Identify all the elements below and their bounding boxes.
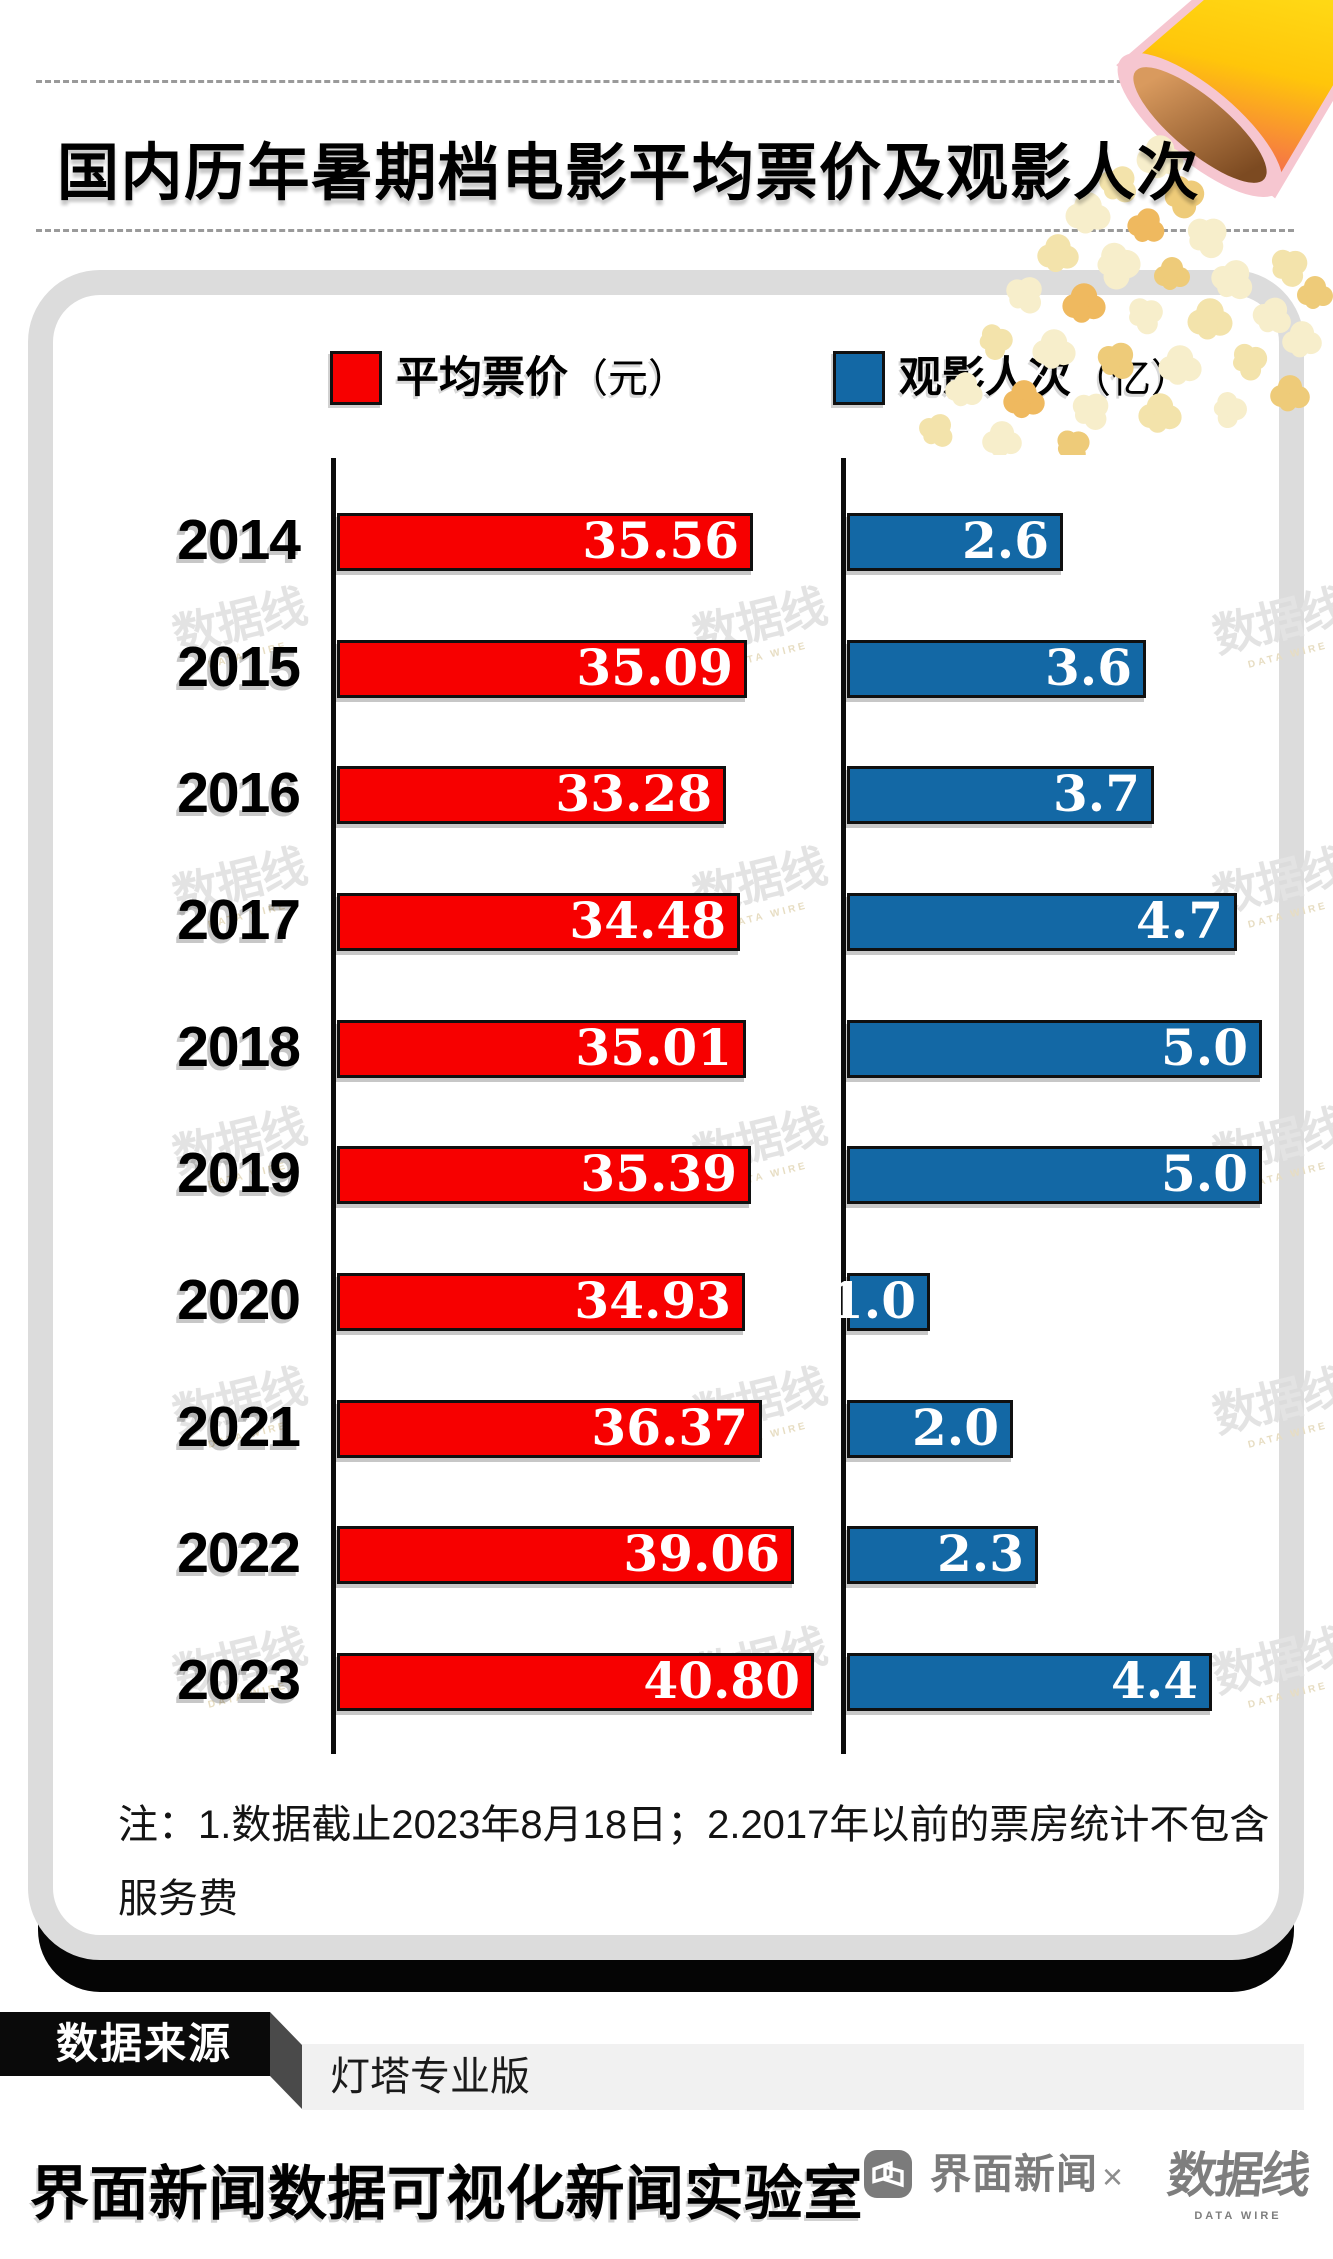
count-value-2021: 2.0 xyxy=(912,1397,999,1457)
data-wire-logo: 数据线 DATA WIRE xyxy=(1165,2136,1312,2222)
price-bar-2017: 34.48 xyxy=(337,893,740,951)
count-bar-2016: 3.7 xyxy=(847,764,1154,825)
data-source-label: 数据来源 xyxy=(56,2020,233,2067)
year-label-2019: 2019 xyxy=(177,1141,301,1206)
legend-swatch-count xyxy=(833,351,885,405)
legend-price-unit: （元） xyxy=(568,357,688,401)
legend-label-price: 平均票价（元） xyxy=(396,351,688,405)
year-label-2018: 2018 xyxy=(177,1014,301,1079)
count-bar-2018: 5.0 xyxy=(847,1017,1262,1078)
count-bar-2021: 2.0 xyxy=(847,1397,1013,1458)
year-label-2023: 2023 xyxy=(177,1648,301,1713)
price-value-2021: 36.37 xyxy=(591,1397,748,1457)
price-value-2020: 34.93 xyxy=(574,1271,731,1331)
count-bar-2019: 5.0 xyxy=(847,1144,1262,1205)
price-axis-line xyxy=(331,458,336,1754)
legend-price-text: 平均票价 xyxy=(396,354,568,402)
price-value-2017: 34.48 xyxy=(569,891,726,950)
data-source-band: 灯塔专业版 xyxy=(302,2044,1304,2110)
price-bar-2021: 36.37 xyxy=(337,1397,762,1458)
price-bar-2022: 39.06 xyxy=(337,1524,794,1585)
year-label-2021: 2021 xyxy=(177,1394,301,1459)
count-value-2016: 3.7 xyxy=(1053,764,1140,824)
count-value-2015: 3.6 xyxy=(1045,637,1132,697)
price-bar-2018: 35.01 xyxy=(337,1017,746,1078)
count-bar-2023: 4.4 xyxy=(847,1651,1212,1712)
count-bar-2015: 3.6 xyxy=(847,637,1146,698)
data-source-value: 灯塔专业版 xyxy=(330,2055,530,2099)
footnote: 注：1.数据截止2023年8月18日；2.2017年以前的票房统计不包含服务费 xyxy=(118,1803,1270,1921)
price-bar-2016: 33.28 xyxy=(337,764,726,825)
price-value-2018: 35.01 xyxy=(575,1017,732,1077)
count-axis-line xyxy=(841,458,846,1754)
data-wire-subtext: DATA WIRE xyxy=(1194,2210,1282,2222)
legend-label-count: 观影人次（亿） xyxy=(899,351,1191,405)
year-label-2022: 2022 xyxy=(177,1521,301,1586)
year-label-2016: 2016 xyxy=(177,761,301,826)
count-value-2019: 5.0 xyxy=(1161,1144,1248,1204)
footer-title: 界面新闻数据可视化新闻实验室 xyxy=(30,2161,864,2227)
price-bar-2019: 35.39 xyxy=(337,1144,751,1205)
legend-swatch-price xyxy=(330,351,382,405)
price-value-2019: 35.39 xyxy=(580,1144,737,1204)
price-bar-2020: 34.93 xyxy=(337,1271,745,1332)
jiemian-news-icon xyxy=(864,2150,912,2198)
data-source-ribbon-fold xyxy=(270,2012,302,2109)
price-value-2016: 33.28 xyxy=(555,764,712,824)
price-bar-2023: 40.80 xyxy=(337,1651,814,1712)
price-bar-2014: 35.56 xyxy=(337,513,753,571)
count-bar-2014: 2.6 xyxy=(847,513,1063,571)
count-value-2020: 1.0 xyxy=(829,1271,916,1331)
year-label-2014: 2014 xyxy=(177,508,301,572)
page-title: 国内历年暑期档电影平均票价及观影人次 xyxy=(57,139,1201,208)
count-bar-2022: 2.3 xyxy=(847,1524,1038,1585)
count-bar-2017: 4.7 xyxy=(847,893,1237,951)
jiemian-news-wordmark: 界面新闻 xyxy=(930,2151,1098,2197)
count-value-2014: 2.6 xyxy=(962,511,1049,570)
price-bar-2015: 35.09 xyxy=(337,637,747,698)
price-value-2023: 40.80 xyxy=(643,1651,800,1711)
price-value-2014: 35.56 xyxy=(582,511,739,570)
data-source-ribbon: 数据来源 xyxy=(0,2012,270,2076)
legend-count-text: 观影人次 xyxy=(899,354,1071,402)
year-label-2020: 2020 xyxy=(177,1268,301,1333)
count-value-2017: 4.7 xyxy=(1136,891,1223,950)
legend-count-unit: （亿） xyxy=(1071,357,1191,401)
title-dashed-rules xyxy=(36,80,1294,232)
count-value-2018: 5.0 xyxy=(1161,1017,1248,1077)
data-wire-wordmark: 数据线 xyxy=(1164,2149,1312,2203)
price-value-2022: 39.06 xyxy=(623,1524,780,1584)
year-label-2015: 2015 xyxy=(177,634,301,699)
count-value-2022: 2.3 xyxy=(937,1524,1024,1584)
count-bar-2020: 1.0 xyxy=(829,1273,930,1332)
count-value-2023: 4.4 xyxy=(1111,1651,1198,1711)
year-label-2017: 2017 xyxy=(177,888,301,952)
price-value-2015: 35.09 xyxy=(576,637,733,697)
collab-x-separator: × xyxy=(1102,2156,1124,2197)
